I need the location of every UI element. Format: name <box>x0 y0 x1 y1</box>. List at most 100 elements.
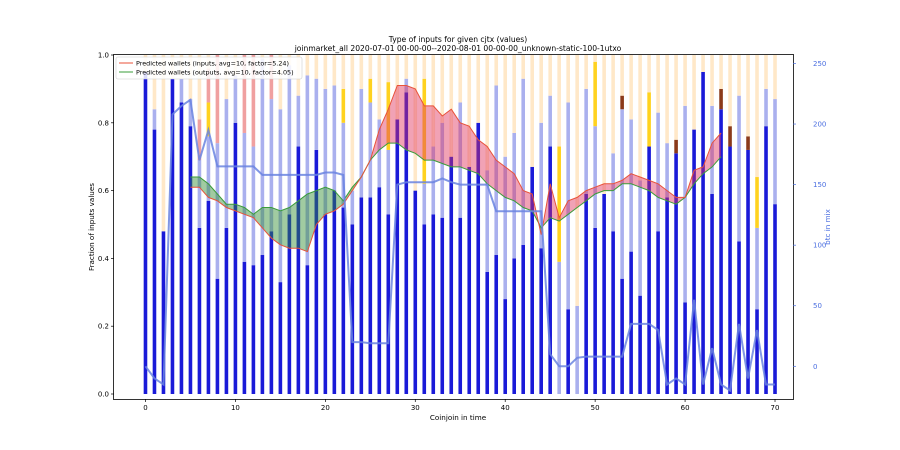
bar-remix-26 <box>377 119 382 188</box>
x-tick-label: 10 <box>231 404 240 412</box>
bar-yellow-31 <box>422 78 427 184</box>
bar-rest-60 <box>683 55 687 106</box>
bar-rest-25 <box>368 55 373 79</box>
bar-fresh-31 <box>422 224 427 394</box>
bar-fresh-57 <box>656 231 660 394</box>
diff-fill-39 <box>496 160 506 198</box>
diff-fill-48 <box>577 190 587 208</box>
diff-fill-18 <box>307 190 317 252</box>
line-outputs <box>190 142 722 229</box>
bar-fresh-22 <box>341 207 346 394</box>
legend: Predicted wallets (inputs, avg=10, facto… <box>115 56 303 80</box>
bar-rest-67 <box>746 55 750 137</box>
diff-fill-62 <box>703 143 713 174</box>
diff-fill-5 <box>190 177 200 188</box>
diff-fill-21 <box>334 190 344 211</box>
x-tick-label: 70 <box>771 404 780 412</box>
bar-fresh-66 <box>737 241 741 394</box>
bar-remix-45 <box>548 95 552 147</box>
line-btc-in-mix <box>144 98 775 393</box>
diff-fill-31 <box>424 105 434 161</box>
diff-fill-41 <box>514 173 524 208</box>
bar-rest-34 <box>449 55 454 157</box>
bar-fresh-36 <box>467 166 472 394</box>
chart-title: Type of inputs for given cjtx (values) <box>388 35 528 44</box>
diff-fill-40 <box>505 166 515 201</box>
bar-fresh-60 <box>683 302 687 394</box>
y2-tick-label: 150 <box>813 181 826 189</box>
bar-rest-24 <box>359 55 364 89</box>
bar-fresh-20 <box>323 214 328 394</box>
bar-remix-53 <box>620 109 624 279</box>
diff-fill-49 <box>586 187 596 201</box>
bar-remix-5 <box>188 99 193 127</box>
bar-remix-60 <box>683 105 687 303</box>
y-tick-label: 0.0 <box>98 391 109 399</box>
bar-fresh-44 <box>539 248 543 394</box>
bar-yellow-22 <box>341 88 346 123</box>
bar-rest-30 <box>413 55 418 191</box>
y2-tick-label: 50 <box>813 302 822 310</box>
bar-fresh-16 <box>287 214 292 394</box>
bar-fresh-70 <box>773 204 777 394</box>
bar-rest-27 <box>386 55 391 83</box>
bar-rest-46 <box>557 55 561 147</box>
bar-fresh-28 <box>395 119 400 394</box>
bar-remix-32 <box>431 146 436 215</box>
diff-fill-30 <box>415 88 425 161</box>
line-inputs <box>190 85 722 253</box>
bar-fresh-64 <box>719 109 723 395</box>
bar-fresh-25 <box>368 197 373 394</box>
bar-remix-44 <box>539 122 543 249</box>
diff-fill-54 <box>631 173 641 188</box>
bar-fresh-47 <box>566 309 570 394</box>
bar-pink-8 <box>215 55 220 144</box>
bar-rest-37 <box>476 55 481 123</box>
bar-rest-65 <box>728 55 732 127</box>
bar-remix-41 <box>512 132 517 259</box>
bar-remix-54 <box>629 119 633 252</box>
bar-remix-63 <box>710 105 714 194</box>
bar-remix-24 <box>359 88 364 198</box>
bar-fresh-14 <box>269 231 274 394</box>
bar-remix-35 <box>458 102 463 218</box>
bar-rest-35 <box>458 55 463 103</box>
x-tick-label: 60 <box>681 404 690 412</box>
bar-brown-64 <box>719 88 723 110</box>
y2-tick-label: 0 <box>813 363 817 371</box>
bar-remix-33 <box>440 122 445 218</box>
bar-fresh-6 <box>197 227 202 394</box>
bar-remix-57 <box>656 112 660 232</box>
diff-fill-28 <box>397 85 407 150</box>
bar-fresh-42 <box>521 244 525 394</box>
bar-fresh-24 <box>359 197 364 394</box>
bar-rest-69 <box>764 55 768 89</box>
diff-fill-26 <box>379 109 389 150</box>
bar-rest-26 <box>377 55 382 120</box>
bar-remix-58 <box>665 143 669 198</box>
bar-rest-23 <box>350 55 355 191</box>
diff-fill-36 <box>469 126 479 174</box>
bar-fresh-56 <box>647 146 651 394</box>
bar-brown-67 <box>746 136 750 150</box>
bar-fresh-61 <box>692 129 696 394</box>
bar-remix-38 <box>485 170 490 272</box>
diff-fill-55 <box>640 177 650 191</box>
legend-box <box>115 56 303 80</box>
x-tick-label: 0 <box>143 404 147 412</box>
bar-rest-48 <box>575 55 579 306</box>
bar-rest-6 <box>197 55 202 120</box>
bar-remix-52 <box>611 153 615 232</box>
bar-fresh-54 <box>629 251 633 394</box>
bar-fresh-1 <box>152 129 157 394</box>
bar-rest-28 <box>395 55 400 120</box>
bar-fresh-26 <box>377 187 382 394</box>
bar-remix-31 <box>422 183 427 225</box>
chart-subtitle: joinmarket_all 2020-07-01 00-00-00--2020… <box>294 44 622 53</box>
bar-remix-55 <box>638 180 642 296</box>
bar-brown-59 <box>674 139 678 154</box>
bar-remix-25 <box>368 102 373 198</box>
bar-fresh-13 <box>260 255 265 394</box>
bar-remix-70 <box>773 99 777 205</box>
